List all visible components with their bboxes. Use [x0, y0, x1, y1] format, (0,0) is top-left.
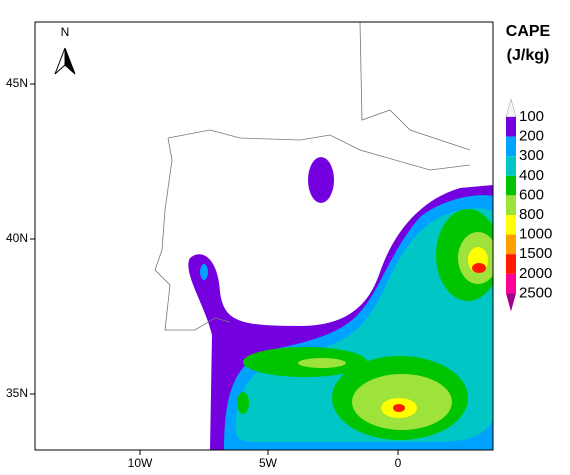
legend-label: 2000: [519, 265, 552, 282]
legend-swatch: [506, 175, 516, 196]
lon-label: 5W: [259, 456, 278, 470]
legend-label: 1500: [519, 245, 552, 262]
north-arrow: N: [54, 25, 76, 75]
north-label: N: [61, 25, 70, 39]
contour-fill: [200, 264, 208, 280]
lon-label: 10W: [128, 456, 153, 470]
lon-label: 0: [395, 456, 402, 470]
map-frame: [34, 21, 494, 451]
legend-label: 200: [519, 128, 544, 145]
legend-title: CAPE: [506, 23, 551, 40]
legend-swatch: [506, 215, 516, 235]
legend: 100 200 300 400 600 800 1000 1500 2000 2500: [505, 98, 552, 312]
legend-label: 1000: [519, 226, 552, 243]
legend-extend-top: [505, 98, 517, 118]
legend-label: 300: [519, 147, 544, 164]
lat-label: 45N: [6, 76, 28, 90]
contour-fill: [308, 157, 334, 203]
legend-swatch: [506, 254, 516, 274]
cape-field: [35, 22, 493, 450]
legend-label: 600: [519, 186, 544, 203]
legend-label: 800: [519, 206, 544, 223]
legend-swatch: [506, 136, 516, 157]
legend-units: (J/kg): [507, 47, 550, 64]
legend-swatch: [506, 195, 516, 215]
legend-label: 100: [519, 108, 544, 125]
coastline: [154, 22, 471, 331]
contour-fill: [393, 263, 486, 412]
legend-extend-bottom: [506, 293, 516, 312]
lat-label: 35N: [6, 386, 28, 400]
legend-swatch: [506, 156, 516, 176]
axes: 45N 40N 35N 10W 5W 0: [6, 76, 402, 470]
legend-label: 400: [519, 167, 544, 184]
legend-swatch: [506, 117, 516, 137]
legend-swatch: [506, 273, 516, 294]
lat-label: 40N: [6, 231, 28, 245]
legend-label: 2500: [519, 284, 552, 301]
legend-swatch: [506, 234, 516, 255]
